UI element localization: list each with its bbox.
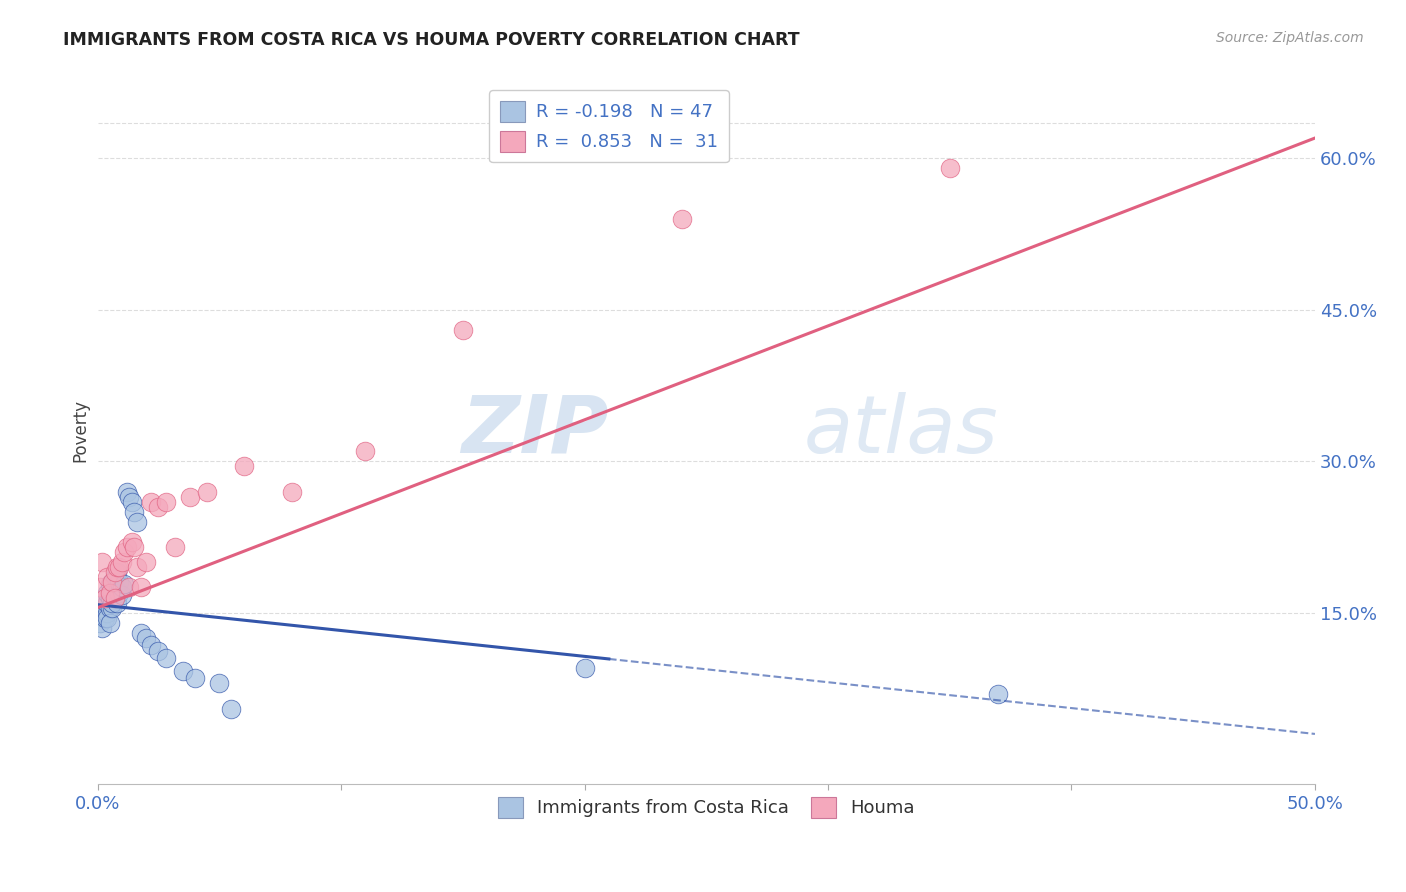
Point — [104, 591, 127, 605]
Point — [155, 651, 177, 665]
Point — [232, 459, 254, 474]
Point — [155, 494, 177, 508]
Point — [135, 555, 157, 569]
Point — [104, 581, 127, 595]
Point — [125, 515, 148, 529]
Point — [122, 540, 145, 554]
Text: ZIP: ZIP — [461, 392, 609, 470]
Point — [89, 581, 111, 595]
Point — [108, 585, 131, 599]
Point — [165, 540, 187, 554]
Point — [98, 600, 121, 615]
Point — [131, 581, 153, 595]
Point — [139, 638, 162, 652]
Point — [131, 626, 153, 640]
Point — [101, 575, 124, 590]
Point — [98, 615, 121, 630]
Point — [96, 606, 118, 620]
Point — [104, 566, 127, 580]
Point — [105, 583, 128, 598]
Point — [148, 500, 170, 514]
Point — [105, 560, 128, 574]
Point — [108, 560, 131, 574]
Point — [125, 560, 148, 574]
Point — [94, 591, 117, 605]
Point — [89, 600, 111, 615]
Point — [987, 687, 1010, 701]
Point — [104, 570, 127, 584]
Point — [118, 490, 141, 504]
Point — [574, 661, 596, 675]
Point — [221, 701, 243, 715]
Point — [281, 484, 304, 499]
Point — [121, 535, 143, 549]
Text: IMMIGRANTS FROM COSTA RICA VS HOUMA POVERTY CORRELATION CHART: IMMIGRANTS FROM COSTA RICA VS HOUMA POVE… — [63, 31, 800, 49]
Point — [111, 555, 134, 569]
Point — [354, 444, 377, 458]
Point — [96, 570, 118, 584]
Point — [121, 494, 143, 508]
Point — [94, 606, 117, 620]
Point — [184, 672, 207, 686]
Point — [96, 596, 118, 610]
Point — [111, 581, 134, 595]
Point — [172, 665, 194, 679]
Point — [105, 566, 128, 580]
Point — [94, 611, 117, 625]
Point — [91, 555, 114, 569]
Point — [111, 588, 134, 602]
Point — [91, 621, 114, 635]
Point — [671, 211, 693, 226]
Y-axis label: Poverty: Poverty — [72, 400, 89, 462]
Point — [115, 540, 138, 554]
Point — [89, 615, 111, 630]
Point — [148, 644, 170, 658]
Point — [101, 575, 124, 590]
Point — [195, 484, 218, 499]
Point — [451, 323, 474, 337]
Point — [98, 577, 121, 591]
Point — [115, 484, 138, 499]
Point — [118, 581, 141, 595]
Point — [112, 545, 135, 559]
Text: Source: ZipAtlas.com: Source: ZipAtlas.com — [1216, 31, 1364, 45]
Point — [101, 596, 124, 610]
Point — [98, 591, 121, 605]
Text: atlas: atlas — [804, 392, 998, 470]
Point — [104, 591, 127, 605]
Point — [91, 596, 114, 610]
Point — [98, 585, 121, 599]
Point — [135, 631, 157, 645]
Point — [101, 588, 124, 602]
Point — [101, 600, 124, 615]
Point — [91, 607, 114, 622]
Point — [938, 161, 960, 176]
Point — [96, 611, 118, 625]
Point — [96, 585, 118, 599]
Point — [108, 575, 131, 590]
Point — [112, 577, 135, 591]
Legend: Immigrants from Costa Rica, Houma: Immigrants from Costa Rica, Houma — [491, 789, 922, 825]
Point — [139, 494, 162, 508]
Point — [122, 505, 145, 519]
Point — [208, 676, 231, 690]
Point — [94, 591, 117, 605]
Point — [105, 596, 128, 610]
Point — [179, 490, 201, 504]
